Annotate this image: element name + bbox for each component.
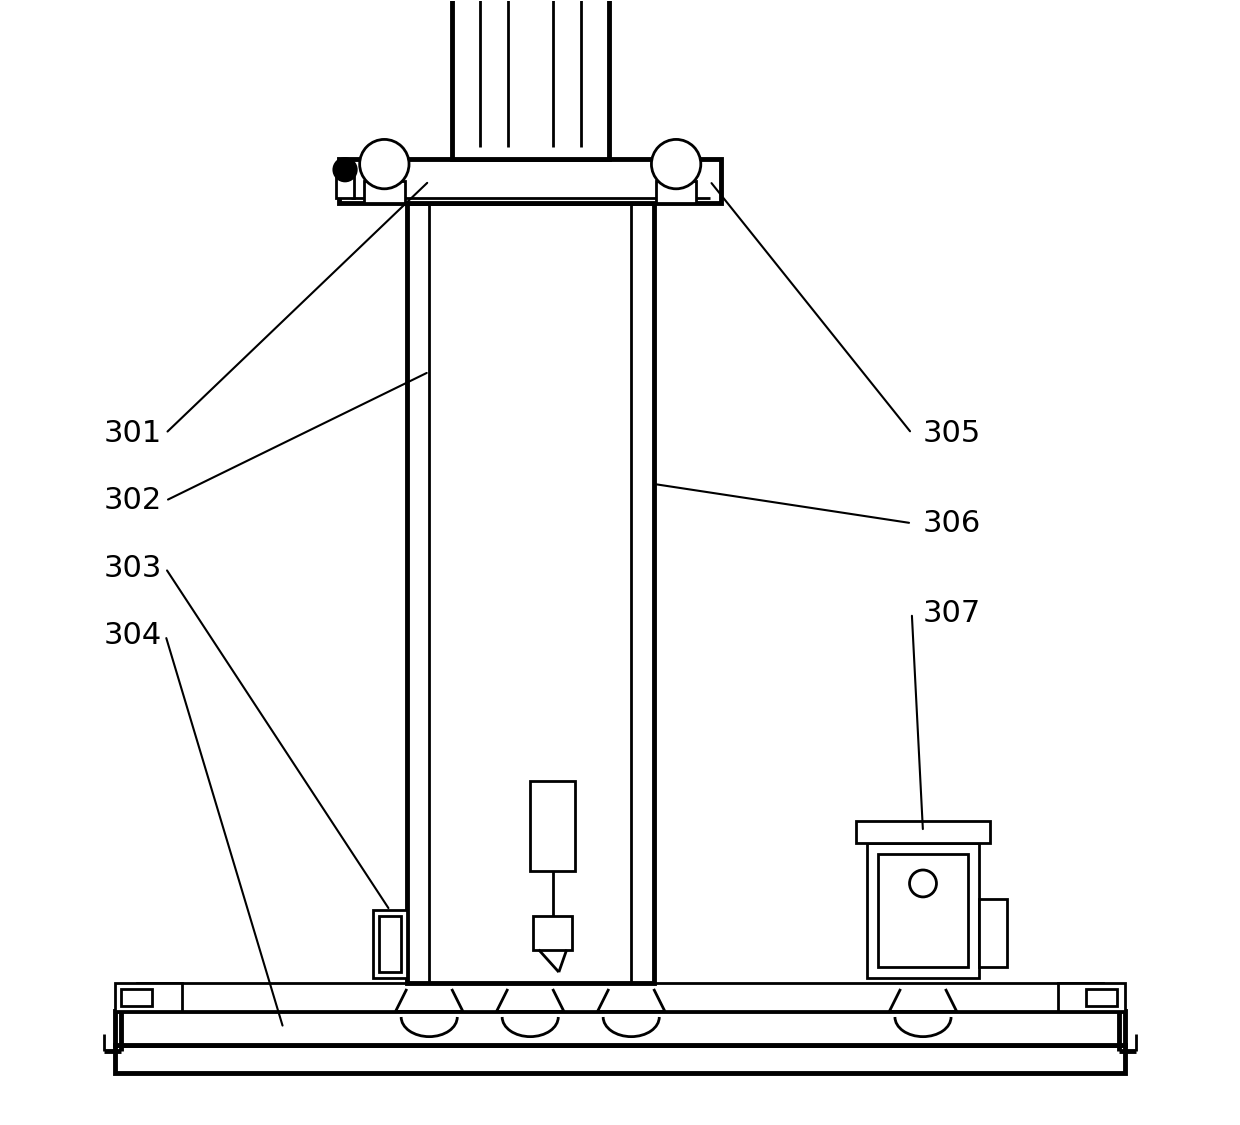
Bar (407, 204, 653, 983)
Text: 305: 305 (923, 418, 981, 448)
Text: 301: 301 (104, 418, 162, 448)
Bar (373, 910, 407, 978)
Bar (531, 782, 575, 871)
Bar (656, 181, 697, 204)
Bar (878, 854, 968, 966)
Bar (451, 0, 609, 159)
Circle shape (360, 140, 409, 189)
Text: 302: 302 (104, 486, 162, 515)
Text: 306: 306 (923, 508, 981, 538)
Text: 304: 304 (104, 621, 162, 650)
Bar (1086, 989, 1117, 1006)
Bar (138, 983, 1102, 1011)
Circle shape (909, 870, 936, 897)
Bar (980, 899, 1007, 966)
Bar (115, 1045, 1125, 1073)
Bar (120, 989, 153, 1006)
Bar (1058, 983, 1125, 1011)
Circle shape (651, 140, 701, 189)
Circle shape (334, 159, 356, 181)
Bar (365, 181, 404, 204)
Bar (340, 159, 720, 204)
Bar (867, 843, 980, 978)
Bar (115, 1011, 1125, 1045)
Bar (336, 176, 355, 198)
Bar (856, 820, 991, 843)
Bar (378, 916, 402, 972)
Text: 303: 303 (104, 554, 162, 583)
Bar (115, 983, 182, 1011)
Bar (533, 916, 573, 949)
Text: 307: 307 (923, 598, 981, 628)
